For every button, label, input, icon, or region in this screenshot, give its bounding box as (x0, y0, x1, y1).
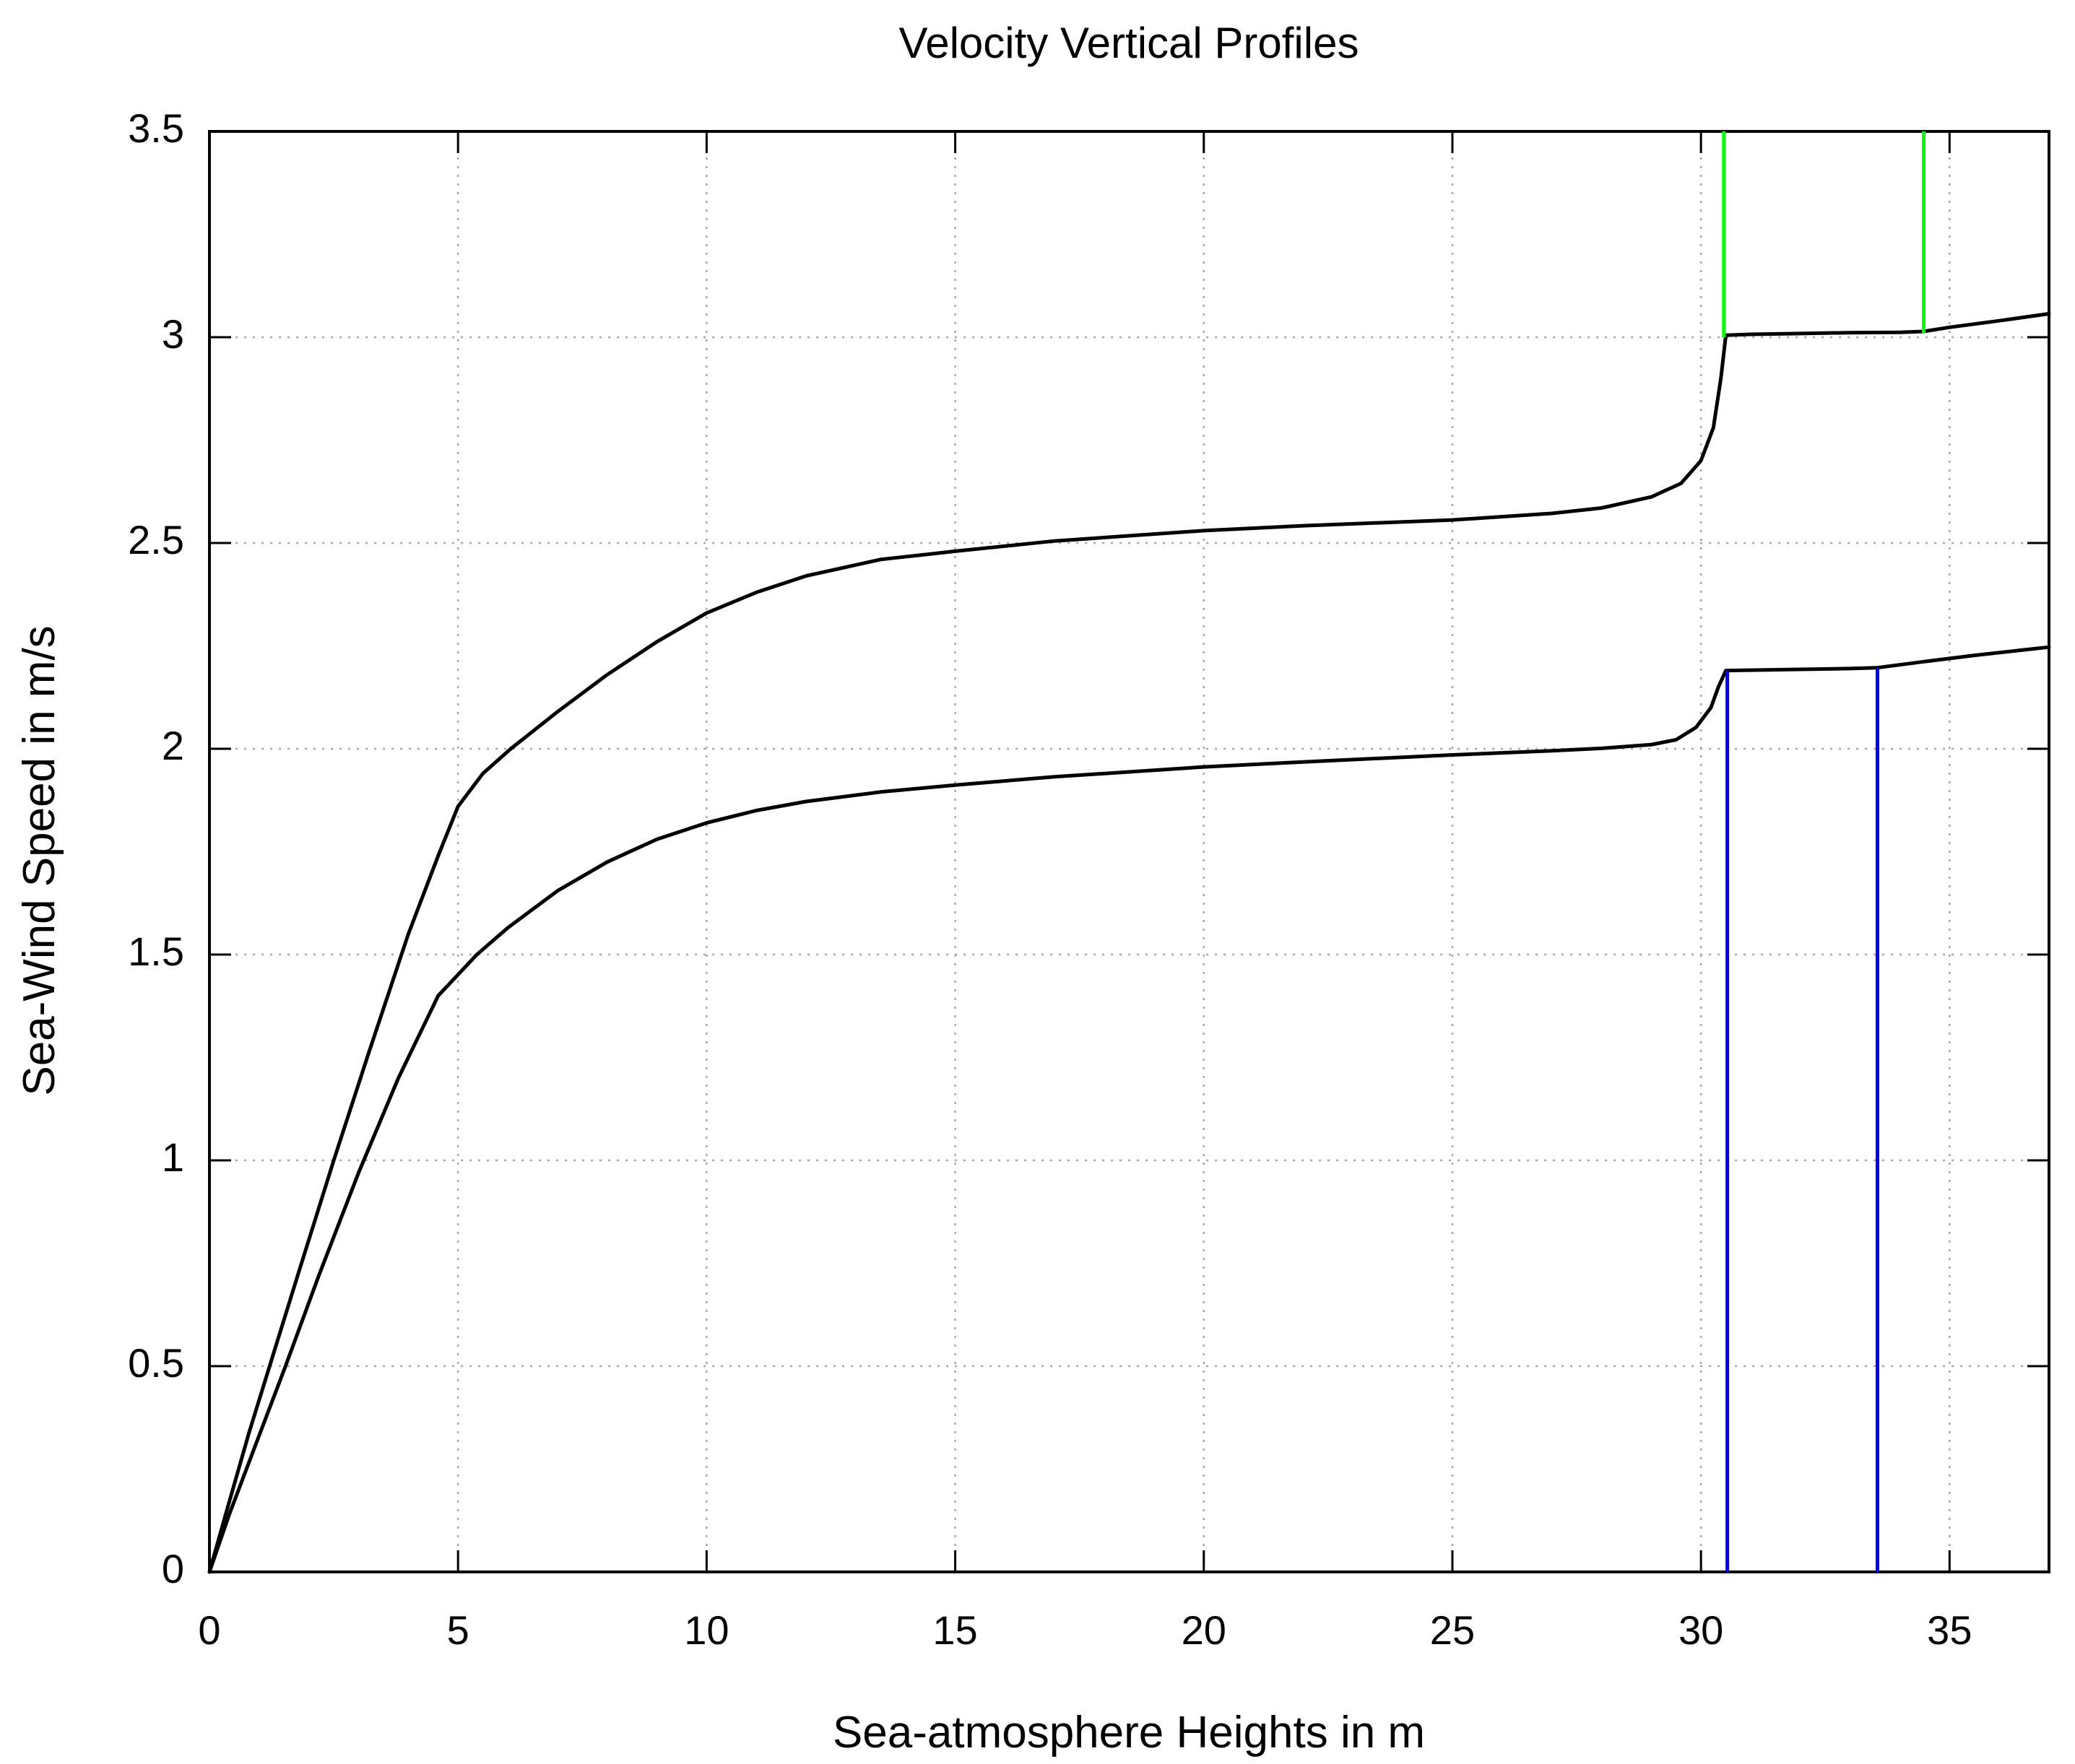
plot-box (208, 130, 2050, 1573)
label-layer: Velocity Vertical Profiles Sea-atmospher… (14, 19, 1972, 1758)
y-tick-label: 1.5 (128, 929, 184, 974)
axes-layer (208, 130, 2050, 1573)
series-layer (207, 312, 2051, 1574)
chart-title: Velocity Vertical Profiles (899, 19, 1359, 67)
x-tick-label: 15 (932, 1607, 977, 1653)
x-axis-label: Sea-atmosphere Heights in m (833, 1708, 1425, 1758)
lower-velocity-profile (207, 645, 2051, 1574)
marker-layer (1722, 131, 1926, 1572)
x-tick-label: 5 (447, 1607, 469, 1653)
x-tick-label: 20 (1182, 1607, 1226, 1653)
y-tick-label: 0 (162, 1546, 184, 1591)
y-tick-label: 1 (162, 1134, 184, 1180)
x-tick-label: 35 (1927, 1607, 1972, 1653)
x-tick-label: 25 (1430, 1607, 1475, 1653)
x-tick-label: 10 (684, 1607, 729, 1653)
x-tick-label: 30 (1678, 1607, 1723, 1653)
y-tick-label: 0.5 (128, 1340, 184, 1386)
upper-velocity-profile (207, 312, 2051, 1574)
y-tick-label: 3.5 (128, 105, 184, 151)
grid-layer (209, 131, 2049, 1572)
y-axis-label: Sea-Wind Speed in m/s (14, 625, 64, 1095)
y-tick-label: 3 (162, 311, 184, 357)
y-tick-label: 2 (162, 723, 184, 768)
y-tick-label: 2.5 (128, 517, 184, 562)
x-tick-label: 0 (198, 1607, 220, 1653)
